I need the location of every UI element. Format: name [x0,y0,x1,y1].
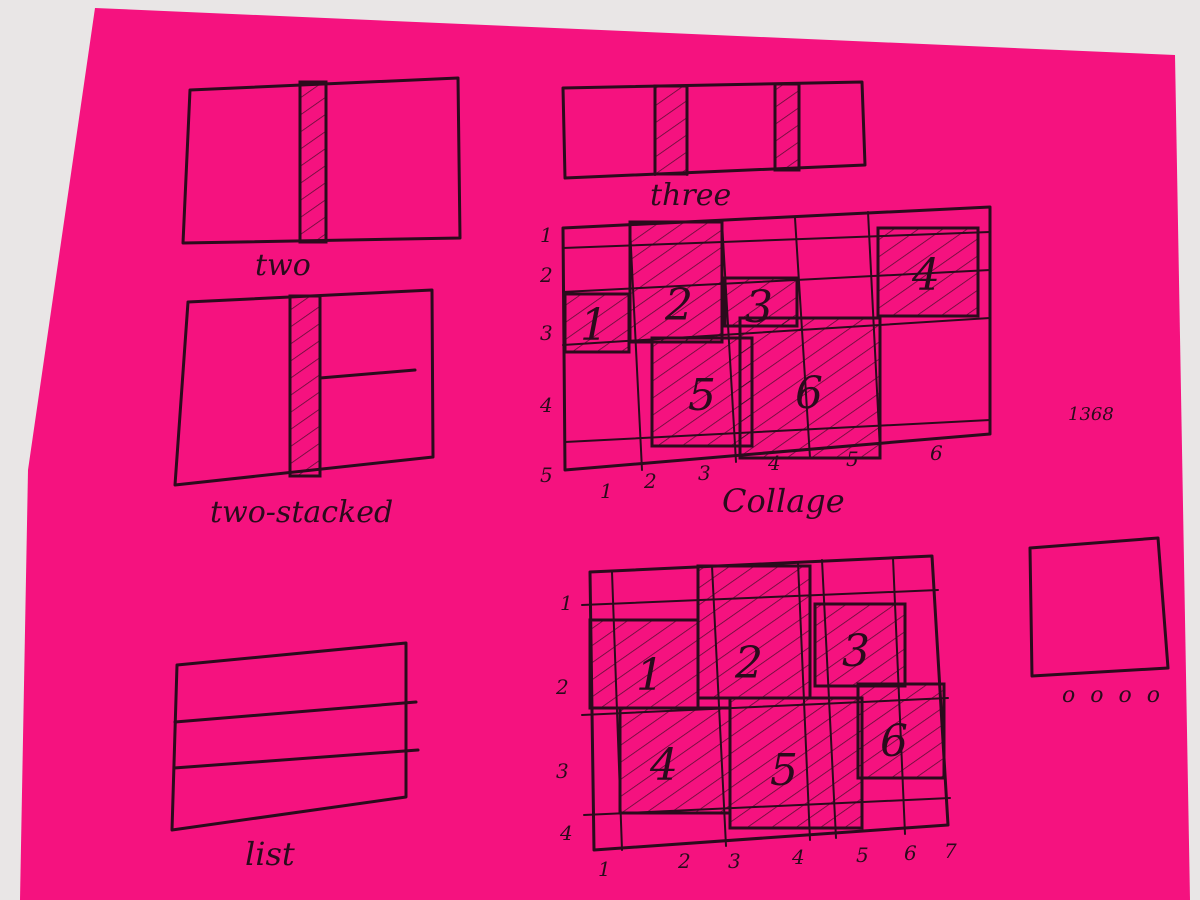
grid-col-6: 6 [904,841,917,865]
collage-row-5: 5 [540,463,553,487]
grid-row-4: 4 [559,821,573,845]
layout-collage: 1 2 3 4 5 6 1 2 3 4 5 1 2 3 4 5 6 Collag… [539,205,992,520]
grid-col-1: 1 [598,857,611,881]
collage-row-1: 1 [540,223,553,247]
collage-col-1: 1 [600,479,613,503]
grid-col-2: 2 [677,849,691,873]
pager-dots: o o o o [1062,683,1164,708]
grid-tile-6 [856,682,946,780]
layout-two: two [181,76,462,283]
layout-grid: 1 2 3 4 5 6 1 2 3 4 1 2 3 4 5 6 7 [555,554,957,881]
grid-row-2: 2 [555,675,569,699]
grid-col-7: 7 [944,839,957,863]
side-note: 1368 [1068,404,1114,425]
layout-list: list [170,641,420,873]
grid-col-5: 5 [856,843,869,867]
grid-tile-label-1: 1 [636,650,664,701]
collage-tile-label-3: 3 [745,282,773,333]
grid-tile-label-4: 4 [649,740,678,791]
grid-tile-3 [813,602,907,688]
grid-tile-label-3: 3 [842,626,870,677]
grid-tile-4 [618,706,732,815]
collage-tile-label-2: 2 [664,280,693,331]
collage-row-4: 4 [539,393,553,417]
label-list: list [245,835,295,873]
collage-tile-label-6: 6 [795,368,823,419]
collage-tile-label-5: 5 [688,370,716,421]
layout-three: three [561,80,867,213]
layout-single: o o o o [1028,536,1170,708]
grid-tile-label-6: 6 [880,716,908,767]
label-two: two [255,248,311,283]
grid-tile-label-5: 5 [770,745,798,796]
grid-col-4: 4 [791,845,805,869]
grid-row-3: 3 [556,759,569,783]
grid-col-3: 3 [728,849,741,873]
collage-tile-4 [876,226,980,318]
collage-col-4: 4 [767,451,781,475]
collage-col-3: 3 [698,461,711,485]
grid-tile-5 [728,696,864,830]
collage-col-6: 6 [930,441,943,465]
grid-row-1: 1 [560,591,573,615]
collage-tile-5 [650,336,754,448]
collage-row-2: 2 [539,263,553,287]
label-collage: Collage [722,482,845,520]
collage-tile-label-1: 1 [580,300,608,351]
collage-tile-2 [628,220,724,344]
layout-two-stacked: two-stacked [173,288,435,530]
collage-col-5: 5 [846,447,859,471]
collage-row-3: 3 [540,321,553,345]
collage-tile-label-4: 4 [911,250,940,301]
collage-tile-1 [563,292,631,354]
collage-col-2: 2 [643,469,657,493]
collage-tile-6 [738,316,882,460]
grid-tile-label-2: 2 [734,638,763,689]
label-three: three [650,178,731,213]
grid-tile-2 [696,564,812,700]
label-two-stacked: two-stacked [210,495,393,530]
